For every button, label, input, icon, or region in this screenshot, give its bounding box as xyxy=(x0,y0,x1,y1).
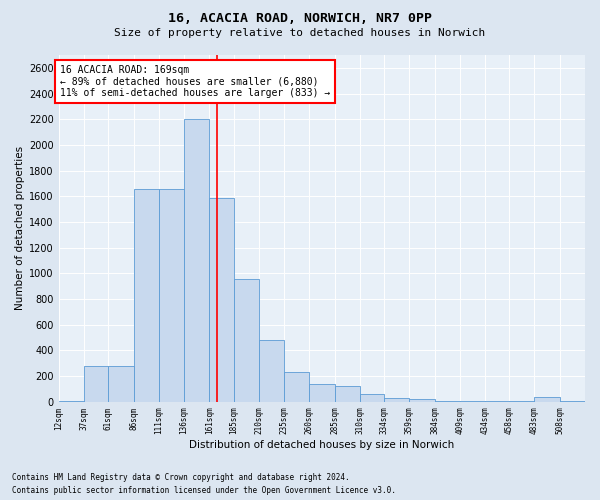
Bar xyxy=(535,398,560,402)
Bar xyxy=(159,188,184,402)
Bar xyxy=(59,400,84,402)
Bar xyxy=(233,278,259,402)
Bar xyxy=(460,400,485,402)
Text: Contains public sector information licensed under the Open Government Licence v3: Contains public sector information licen… xyxy=(12,486,396,495)
Bar xyxy=(184,119,209,402)
Text: Size of property relative to detached houses in Norwich: Size of property relative to detached ho… xyxy=(115,28,485,38)
Bar xyxy=(485,400,509,402)
Bar xyxy=(384,398,409,402)
Bar xyxy=(134,188,159,402)
Text: 16 ACACIA ROAD: 169sqm
← 89% of detached houses are smaller (6,880)
11% of semi-: 16 ACACIA ROAD: 169sqm ← 89% of detached… xyxy=(60,66,330,98)
Bar xyxy=(434,400,460,402)
Bar xyxy=(108,366,134,402)
Bar xyxy=(409,400,434,402)
Y-axis label: Number of detached properties: Number of detached properties xyxy=(15,146,25,310)
Bar xyxy=(209,198,233,402)
Text: 16, ACACIA ROAD, NORWICH, NR7 0PP: 16, ACACIA ROAD, NORWICH, NR7 0PP xyxy=(168,12,432,26)
Bar xyxy=(284,372,309,402)
Bar xyxy=(259,340,284,402)
Bar xyxy=(335,386,360,402)
Bar xyxy=(84,366,108,402)
Bar xyxy=(560,400,585,402)
X-axis label: Distribution of detached houses by size in Norwich: Distribution of detached houses by size … xyxy=(189,440,455,450)
Bar xyxy=(509,400,535,402)
Bar xyxy=(360,394,384,402)
Text: Contains HM Land Registry data © Crown copyright and database right 2024.: Contains HM Land Registry data © Crown c… xyxy=(12,474,350,482)
Bar xyxy=(309,384,335,402)
